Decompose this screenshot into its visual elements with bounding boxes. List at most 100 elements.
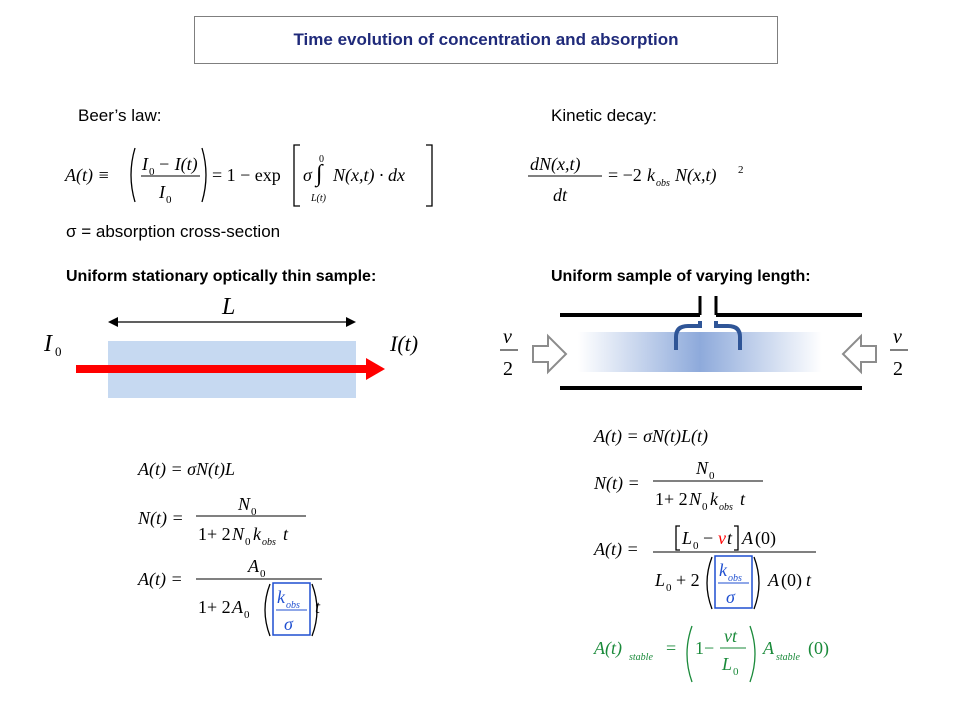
svg-text:A: A — [231, 597, 244, 617]
svg-text:k: k — [253, 524, 262, 544]
svg-text:2: 2 — [738, 164, 744, 176]
svg-text:L(t): L(t) — [310, 193, 327, 204]
svg-text:k: k — [277, 587, 286, 607]
svg-text:stable: stable — [776, 652, 800, 663]
svg-text:t: t — [315, 597, 321, 617]
svg-text:A: A — [762, 638, 775, 658]
svg-text:∫: ∫ — [314, 161, 324, 188]
svg-text:0: 0 — [260, 568, 266, 580]
sigma-note: σ = absorption cross-section — [66, 222, 281, 241]
svg-text:dN(x,t): dN(x,t) — [530, 154, 580, 175]
svg-text:0: 0 — [702, 501, 708, 513]
svg-text:= −2: = −2 — [608, 165, 642, 185]
svg-text:0: 0 — [319, 154, 324, 165]
svg-text:A(t): A(t) — [593, 638, 622, 659]
kobs-sigma-highlight — [272, 582, 311, 636]
output-intensity-label: I(t) — [389, 331, 418, 356]
svg-text:k: k — [710, 489, 719, 509]
page-title: Time evolution of concentration and abso… — [293, 30, 679, 49]
speed-right-num: v — [893, 326, 902, 348]
svg-text:A(t) = σN(t)L(t): A(t) = σN(t)L(t) — [593, 426, 708, 447]
speed-right-den: 2 — [893, 358, 903, 380]
svg-text:obs: obs — [262, 537, 276, 548]
beam-arrowhead — [366, 358, 385, 380]
svg-text:N: N — [237, 494, 251, 514]
svg-text:L: L — [721, 654, 732, 674]
svg-text:σ: σ — [303, 165, 313, 185]
svg-text:0: 0 — [733, 666, 739, 678]
svg-text:N: N — [688, 489, 702, 509]
svg-text:k: k — [719, 560, 728, 580]
kinetic-decay-equation: dN(x,t) dt = −2 k obs N(x,t) 2 — [528, 154, 744, 205]
svg-text:N: N — [231, 524, 245, 544]
svg-text:1+ 2: 1+ 2 — [655, 489, 688, 509]
speed-left-num: v — [503, 326, 512, 348]
flow-out-arrow-left — [674, 321, 702, 350]
varying-length-diagram: v 2 v 2 — [500, 296, 908, 390]
left-push-arrow — [532, 333, 568, 375]
svg-text:0: 0 — [693, 540, 699, 552]
svg-text:0: 0 — [709, 470, 715, 482]
svg-text:A: A — [247, 556, 260, 576]
length-label: L — [221, 294, 235, 320]
svg-text:N(x,t): N(x,t) — [674, 165, 716, 186]
svg-text:− I(t): − I(t) — [158, 154, 198, 175]
svg-text:dt: dt — [553, 185, 568, 205]
svg-text:A(t) =: A(t) = — [137, 569, 183, 590]
svg-text:obs: obs — [656, 178, 670, 189]
svg-text:σ: σ — [726, 587, 736, 607]
svg-text:N: N — [695, 458, 709, 478]
svg-text:A(t) = σN(t)L: A(t) = σN(t)L — [137, 459, 235, 480]
svg-text:(0): (0) — [755, 528, 776, 549]
svg-text:L: L — [654, 570, 665, 590]
svg-text:0: 0 — [245, 536, 251, 548]
flow-out-arrow-right — [714, 321, 742, 350]
title-box: Time evolution of concentration and abso… — [194, 16, 778, 64]
svg-text:I: I — [141, 154, 149, 174]
svg-text:t: t — [727, 528, 733, 548]
svg-text:=: = — [666, 638, 676, 658]
svg-text:vt: vt — [724, 626, 738, 646]
svg-text:t: t — [740, 489, 746, 509]
right-section-label: Uniform sample of varying length: — [551, 268, 811, 285]
svg-text:stable: stable — [629, 652, 653, 663]
svg-text:k: k — [647, 165, 656, 185]
right-push-arrow — [841, 333, 877, 375]
svg-text:t: t — [283, 524, 289, 544]
svg-text:= 1 − exp: = 1 − exp — [212, 165, 281, 185]
svg-text:I: I — [158, 182, 166, 202]
speed-left-den: 2 — [503, 358, 513, 380]
svg-text:N(t) =: N(t) = — [137, 508, 184, 529]
svg-text:0: 0 — [149, 166, 155, 178]
svg-text:+ 2: + 2 — [676, 570, 700, 590]
light-beam — [76, 365, 368, 373]
input-intensity-subscript: 0 — [55, 344, 62, 359]
svg-text:A(t) ≡: A(t) ≡ — [64, 165, 110, 186]
svg-text:0: 0 — [251, 506, 257, 518]
svg-text:(0): (0) — [781, 570, 802, 591]
svg-text:obs: obs — [719, 502, 733, 513]
kinetic-decay-label: Kinetic decay: — [551, 106, 657, 125]
svg-text:1+ 2: 1+ 2 — [198, 524, 231, 544]
svg-text:0: 0 — [666, 582, 672, 594]
svg-text:v: v — [718, 528, 726, 548]
svg-text:N(t) =: N(t) = — [593, 473, 640, 494]
svg-text:obs: obs — [728, 573, 742, 584]
svg-text:t: t — [806, 570, 812, 590]
svg-text:0: 0 — [244, 609, 250, 621]
input-intensity-label: I — [43, 331, 53, 357]
svg-text:A: A — [767, 570, 780, 590]
left-section-label: Uniform stationary optically thin sample… — [66, 268, 377, 285]
kobs-sigma-highlight-right — [714, 555, 753, 609]
stationary-sample-diagram: L I 0 I(t) — [43, 294, 418, 398]
svg-text:L: L — [681, 528, 692, 548]
svg-text:A: A — [741, 528, 754, 548]
beers-law-label: Beer’s law: — [78, 106, 162, 125]
svg-text:obs: obs — [286, 600, 300, 611]
svg-text:(0): (0) — [808, 638, 829, 659]
